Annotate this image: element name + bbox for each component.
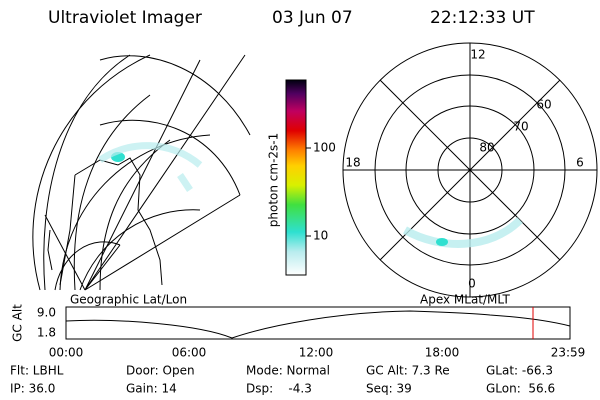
polar-plot: 12 18 6 0 80 70 60 bbox=[342, 42, 598, 298]
coastline bbox=[47, 157, 163, 286]
info-field: GC Alt: 7.3 Re bbox=[366, 364, 450, 378]
colorbar-tick-label: 10 bbox=[313, 229, 328, 243]
timeline-frame bbox=[65, 306, 571, 340]
geographic-map bbox=[32, 54, 251, 291]
map-grid bbox=[43, 54, 251, 291]
panel-label: Apex MLat/MLT bbox=[420, 293, 510, 307]
info-field: Mode: Normal bbox=[246, 364, 330, 378]
mlt-label: 18 bbox=[345, 156, 360, 170]
lat-label: 80 bbox=[479, 141, 494, 155]
time: 22:12:33 UT bbox=[430, 8, 535, 28]
timeline-y-tick: 9.0 bbox=[37, 306, 56, 320]
mlt-label: 12 bbox=[470, 48, 485, 62]
colorbar-tick-label: 100 bbox=[313, 141, 336, 155]
timeline-x-tick: 12:00 bbox=[299, 346, 334, 360]
lat-label: 60 bbox=[536, 98, 551, 112]
info-field: GLat: -66.3 bbox=[486, 364, 553, 378]
lat-label: 70 bbox=[513, 120, 528, 134]
altitude-curve bbox=[65, 310, 571, 339]
aurora bbox=[403, 217, 523, 248]
info-field: Flt: LBHL bbox=[10, 364, 64, 378]
timeline-y-label: GC Alt bbox=[11, 304, 25, 342]
info-field: GLon: 56.6 bbox=[486, 382, 555, 396]
date: 03 Jun 07 bbox=[272, 8, 353, 28]
info-field: Door: Open bbox=[126, 364, 195, 378]
map-grid bbox=[44, 54, 246, 291]
aurora bbox=[436, 238, 448, 246]
timeline-x-tick: 18:00 bbox=[425, 346, 460, 360]
info-field: Gain: 14 bbox=[126, 382, 177, 396]
timeline-x-tick: 00:00 bbox=[49, 346, 84, 360]
polar-spokes bbox=[343, 43, 597, 297]
info-field: Dsp: -4.3 bbox=[246, 382, 312, 396]
timeline-x-tick: 23:59 bbox=[551, 346, 586, 360]
colorbar-label: photon cm-2s-1 bbox=[267, 133, 281, 228]
map-grid bbox=[32, 54, 211, 291]
instrument-title: Ultraviolet Imager bbox=[48, 8, 202, 28]
info-field: IP: 36.0 bbox=[10, 382, 55, 396]
timeline-x-tick: 06:00 bbox=[172, 346, 207, 360]
mlt-label: 0 bbox=[468, 277, 476, 291]
timeline-y-tick: 1.8 bbox=[37, 326, 56, 340]
info-panel: Flt: LBHL Door: Open Mode: Normal GC Alt: 7… bbox=[10, 364, 555, 396]
info-field: Seq: 39 bbox=[366, 382, 412, 396]
colorbar bbox=[285, 79, 307, 276]
mlt-label: 6 bbox=[576, 156, 584, 170]
panel-label: Geographic Lat/Lon bbox=[70, 293, 187, 307]
aurora bbox=[98, 142, 203, 192]
